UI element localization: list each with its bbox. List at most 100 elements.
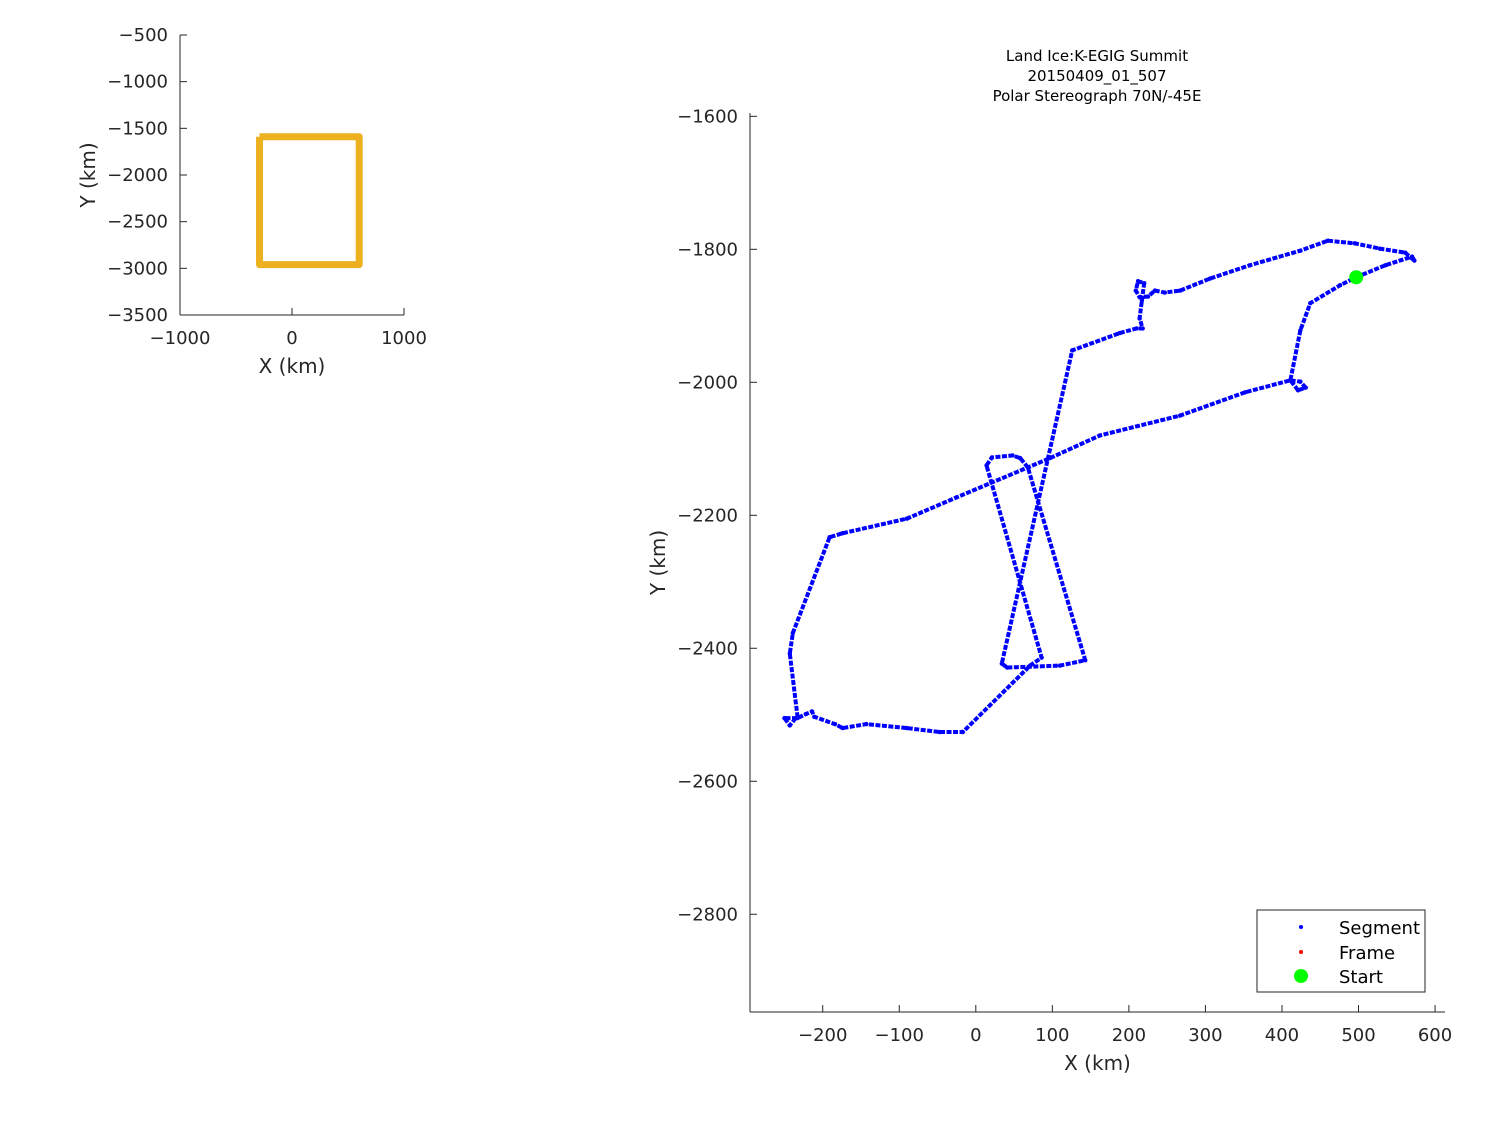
y-tick-label: −2500 (107, 212, 168, 233)
segment-point (1243, 390, 1248, 395)
segment-point (1083, 658, 1088, 663)
segment-point (790, 630, 796, 636)
x-axis-label: X (km) (1064, 1051, 1131, 1075)
x-tick-label: 100 (1035, 1025, 1069, 1046)
y-tick-label: −2600 (677, 771, 738, 792)
segment-point (840, 725, 845, 731)
chart-title-line: 20150409_01_507 (1027, 67, 1166, 86)
segment-point (1137, 316, 1142, 321)
segment-point (1133, 288, 1138, 293)
x-tick-label: 1000 (381, 328, 427, 349)
y-tick-label: −3500 (107, 305, 168, 326)
segment-point (1097, 433, 1102, 438)
segment-point (1247, 263, 1253, 268)
segment-point (1298, 248, 1303, 253)
segment-point (1010, 453, 1015, 458)
start-marker (1349, 270, 1364, 285)
legend-box (1256, 909, 1426, 993)
y-tick-label: −2800 (677, 904, 738, 925)
y-tick-label: −3000 (107, 258, 168, 279)
segment-point (1409, 254, 1415, 259)
coverage-rectangle (256, 133, 363, 269)
y-tick-label: −2000 (677, 372, 738, 393)
segment-point (1137, 294, 1142, 300)
segment-point (1288, 378, 1293, 383)
segment-point (1177, 413, 1183, 418)
x-tick-label: 500 (1341, 1025, 1375, 1046)
segment-point (999, 661, 1005, 666)
segment-point (1039, 655, 1044, 660)
x-tick-label: 300 (1188, 1025, 1222, 1046)
chart-title-line: Land Ice:K-EGIG Summit (1006, 47, 1188, 65)
y-tick-label: −1500 (107, 118, 168, 139)
x-tick-label: −200 (798, 1025, 847, 1046)
legend-label: Frame (1339, 943, 1395, 964)
x-tick-label: 0 (970, 1025, 981, 1046)
segment-point (1383, 263, 1388, 268)
y-tick-label: −1000 (107, 72, 168, 93)
segment-point (1377, 246, 1383, 251)
segment-point (1295, 388, 1301, 393)
x-tick-label: −100 (875, 1025, 924, 1046)
y-tick-label: −500 (119, 25, 168, 46)
segment-point (984, 463, 989, 468)
x-axis-label: X (km) (259, 354, 326, 378)
segment-point (1117, 330, 1122, 336)
segment-point (1177, 288, 1183, 293)
segment-point (812, 714, 817, 719)
segment-point (1352, 241, 1357, 246)
segment-point (1047, 455, 1053, 461)
segment-point (954, 495, 959, 500)
segment-point (1402, 250, 1408, 255)
y-tick-label: −1800 (677, 239, 738, 260)
segment-point (1298, 379, 1303, 384)
segment-point (1135, 279, 1141, 284)
segment-point (827, 535, 832, 540)
legend-label: Start (1339, 967, 1383, 988)
segment-point (1057, 663, 1063, 668)
y-axis-label: Y (km) (76, 142, 100, 208)
segment-point (803, 711, 809, 717)
segment-point (904, 725, 910, 731)
segment-point (937, 729, 943, 735)
segment-point (1162, 290, 1168, 295)
segment-point (1139, 298, 1145, 303)
segment-point (1325, 238, 1331, 243)
x-tick-label: 0 (286, 328, 297, 349)
segment-point (1134, 326, 1139, 331)
segment-track (782, 238, 1417, 735)
segment-point (809, 709, 815, 714)
segment-point (787, 723, 793, 728)
segment-point (1303, 385, 1308, 390)
overview-axes: −1000 0 1000 −500 −1000 −1500 −2000 −2500 −3000 −… (76, 25, 427, 378)
segment-point (1004, 665, 1010, 670)
y-tick-label: −2200 (677, 505, 738, 526)
legend-label: Segment (1339, 918, 1420, 939)
y-tick-label: −2000 (107, 165, 168, 186)
main-axes: −200 −100 0 100 200 300 400 500 600 −1600 −1800 −20… (646, 47, 1452, 1075)
segment-point (840, 531, 845, 536)
y-axis-label: Y (km) (646, 530, 670, 596)
segment-point (795, 713, 800, 719)
segment-point (904, 516, 910, 521)
segment-point (787, 651, 793, 656)
y-tick-label: −1600 (677, 106, 738, 127)
segment-point (1412, 258, 1417, 263)
chart-title-line: Polar Stereograph 70N/-45E (993, 87, 1202, 105)
legend-start-marker (1294, 969, 1308, 983)
segment-point (1152, 288, 1158, 293)
segment-point (960, 729, 965, 735)
x-tick-label: 200 (1112, 1025, 1146, 1046)
x-tick-label: −1000 (150, 328, 211, 349)
segment-point (1298, 328, 1303, 333)
segment-point (864, 721, 869, 727)
segment-point (1027, 663, 1033, 668)
segment-point (1308, 300, 1313, 306)
segment-point (1140, 326, 1145, 331)
legend: Segment Frame Start (1256, 909, 1426, 993)
segment-point (1141, 281, 1147, 286)
legend-segment-marker (1299, 925, 1303, 929)
x-tick-label: 600 (1418, 1025, 1452, 1046)
segment-point (1337, 283, 1343, 288)
